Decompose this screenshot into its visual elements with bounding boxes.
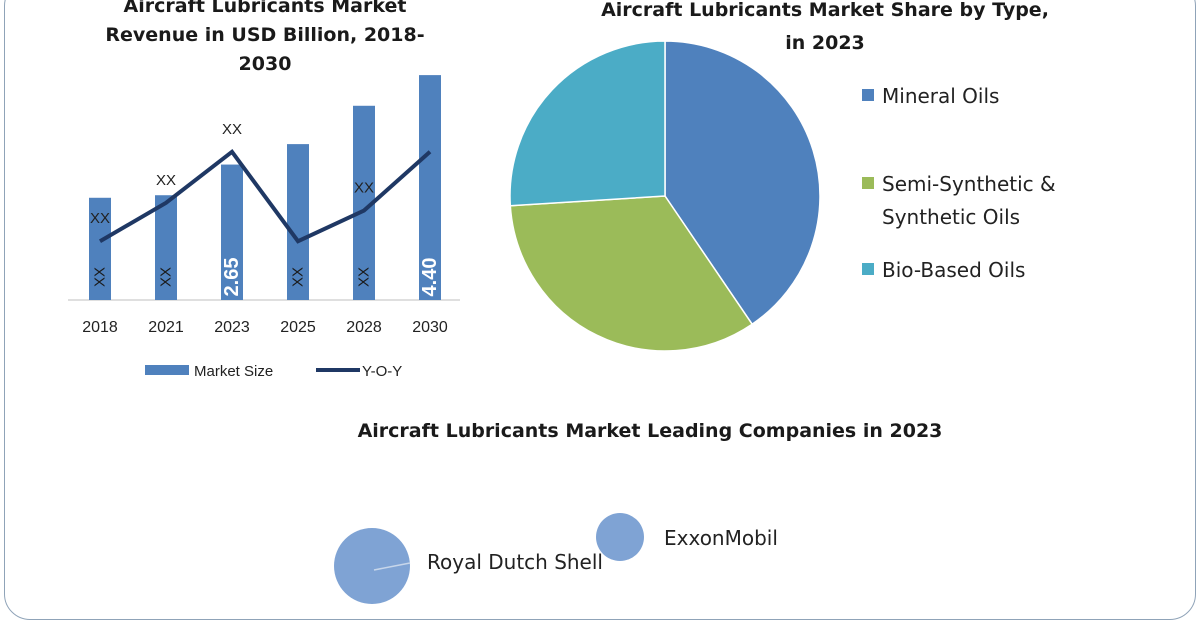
legend-swatch-market-size xyxy=(145,365,189,375)
bar-data-label-2021: XX xyxy=(158,267,175,287)
x-tick-label-2023: 2023 xyxy=(214,319,250,336)
bubble-0 xyxy=(334,528,410,604)
legend-label-market-size: Market Size xyxy=(194,363,273,380)
yoy-data-label-2021: XX xyxy=(156,172,176,189)
yoy-data-label-2018: XX xyxy=(90,210,110,227)
x-tick-label-2021: 2021 xyxy=(148,319,184,336)
pie-legend-label-1-0: Semi-Synthetic & xyxy=(882,172,1056,196)
yoy-line xyxy=(100,152,430,241)
x-tick-label-2025: 2025 xyxy=(280,319,316,336)
legend-label-yoy: Y-O-Y xyxy=(362,363,402,380)
bar-data-label-2028: XX xyxy=(356,267,373,287)
x-tick-label-2030: 2030 xyxy=(412,319,448,336)
yoy-data-label-2028: XX xyxy=(354,180,374,197)
pie-legend-label-1-1: Synthetic Oils xyxy=(882,205,1020,229)
yoy-data-label-2023: XX xyxy=(222,121,242,138)
pie-legend-label-0-0: Mineral Oils xyxy=(882,84,999,108)
x-tick-label-2028: 2028 xyxy=(346,319,382,336)
bar-data-label-2025: XX xyxy=(290,267,307,287)
x-tick-label-2018: 2018 xyxy=(82,319,118,336)
bar-data-label-2023: 2.65 xyxy=(221,258,243,297)
bar-data-label-2030: 4.40 xyxy=(419,258,441,297)
pie-legend-swatch-0 xyxy=(862,89,874,101)
bubble-label-0: Royal Dutch Shell xyxy=(427,550,603,574)
pie-slice-2 xyxy=(510,41,665,206)
bubble-1 xyxy=(596,513,644,561)
pie-legend-label-2-0: Bio-Based Oils xyxy=(882,258,1025,282)
bar-data-label-2018: XX xyxy=(92,267,109,287)
bubble-label-1: ExxonMobil xyxy=(664,526,778,550)
pie-legend-swatch-1 xyxy=(862,177,874,189)
pie-legend-swatch-2 xyxy=(862,263,874,275)
charts-canvas: XX XX 2.65 XX XX 4.40 2018 2021 2023 2025 2028 2030… xyxy=(0,0,1200,600)
